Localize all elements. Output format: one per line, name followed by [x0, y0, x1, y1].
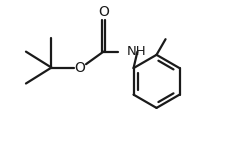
Text: O: O: [74, 61, 85, 75]
Text: O: O: [98, 5, 108, 19]
Text: NH: NH: [126, 45, 146, 58]
